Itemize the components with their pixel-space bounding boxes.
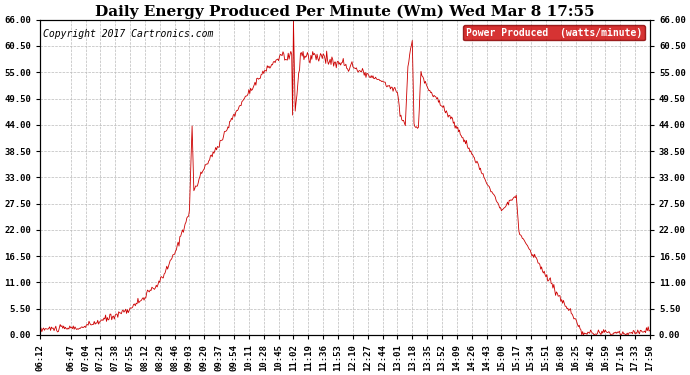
Text: Copyright 2017 Cartronics.com: Copyright 2017 Cartronics.com [43,29,213,39]
Legend: Power Produced  (watts/minute): Power Produced (watts/minute) [463,25,645,40]
Title: Daily Energy Produced Per Minute (Wm) Wed Mar 8 17:55: Daily Energy Produced Per Minute (Wm) We… [95,4,595,18]
